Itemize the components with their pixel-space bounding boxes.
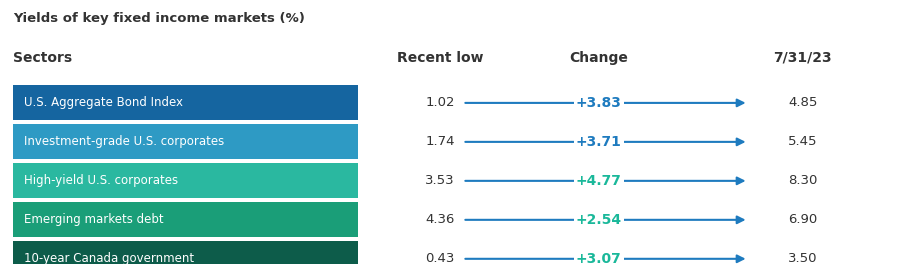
Text: 3.53: 3.53: [425, 174, 454, 187]
Text: Change: Change: [569, 51, 628, 65]
Text: U.S. Aggregate Bond Index: U.S. Aggregate Bond Index: [24, 96, 183, 109]
Text: High-yield U.S. corporates: High-yield U.S. corporates: [24, 174, 179, 187]
Text: +3.83: +3.83: [576, 96, 622, 110]
Text: 1.74: 1.74: [425, 136, 454, 149]
Text: 6.90: 6.90: [789, 213, 818, 226]
Text: 4.36: 4.36: [425, 213, 454, 226]
Text: 4.85: 4.85: [789, 96, 818, 109]
Text: 7/31/23: 7/31/23: [774, 51, 833, 65]
Text: Investment-grade U.S. corporates: Investment-grade U.S. corporates: [24, 136, 224, 149]
Text: Recent low: Recent low: [397, 51, 483, 65]
FancyBboxPatch shape: [13, 202, 358, 237]
Text: 5.45: 5.45: [788, 136, 818, 149]
Text: 10-year Canada government: 10-year Canada government: [24, 252, 194, 265]
Text: +4.77: +4.77: [576, 174, 622, 188]
Text: +3.07: +3.07: [576, 252, 622, 266]
Text: Yields of key fixed income markets (%): Yields of key fixed income markets (%): [13, 12, 305, 25]
FancyBboxPatch shape: [13, 85, 358, 120]
Text: Sectors: Sectors: [13, 51, 72, 65]
FancyBboxPatch shape: [13, 163, 358, 198]
Text: 0.43: 0.43: [425, 252, 454, 265]
Text: +3.71: +3.71: [576, 135, 622, 149]
Text: 8.30: 8.30: [789, 174, 818, 187]
Text: 3.50: 3.50: [788, 252, 818, 265]
Text: 1.02: 1.02: [425, 96, 454, 109]
FancyBboxPatch shape: [13, 241, 358, 271]
Text: +2.54: +2.54: [575, 213, 622, 227]
Text: Emerging markets debt: Emerging markets debt: [24, 213, 164, 226]
FancyBboxPatch shape: [13, 124, 358, 159]
